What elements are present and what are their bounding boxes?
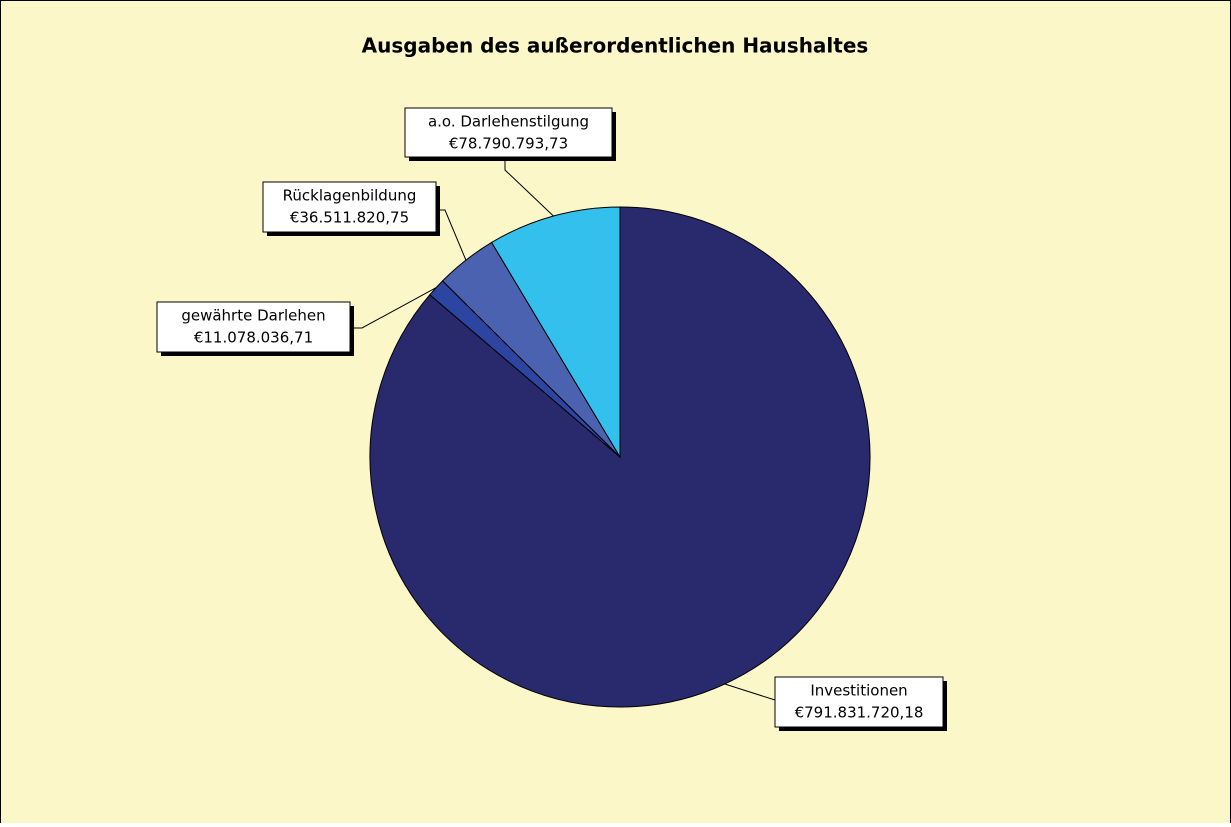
data-label-value: €11.078.036,71: [194, 329, 313, 347]
label-box: [774, 676, 944, 728]
data-label-value: €36.511.820,75: [290, 209, 409, 227]
data-label-value: €791.831.720,18: [795, 704, 924, 722]
data-label-name: Rücklagenbildung: [283, 187, 417, 205]
data-label-value: €78.790.793,73: [449, 135, 568, 153]
label-box: [156, 301, 351, 353]
chart-title: Ausgaben des außerordentlichen Haushalte…: [362, 34, 869, 58]
leader-line: [504, 157, 554, 217]
data-label-name: Investitionen: [810, 682, 907, 700]
label-box: [404, 107, 613, 158]
label-box: [262, 181, 437, 233]
pie-slice: [490, 206, 621, 459]
leader-line: [724, 683, 776, 701]
data-label-name: a.o. Darlehenstilgung: [428, 113, 589, 131]
data-label-name: gewährte Darlehen: [181, 307, 325, 325]
